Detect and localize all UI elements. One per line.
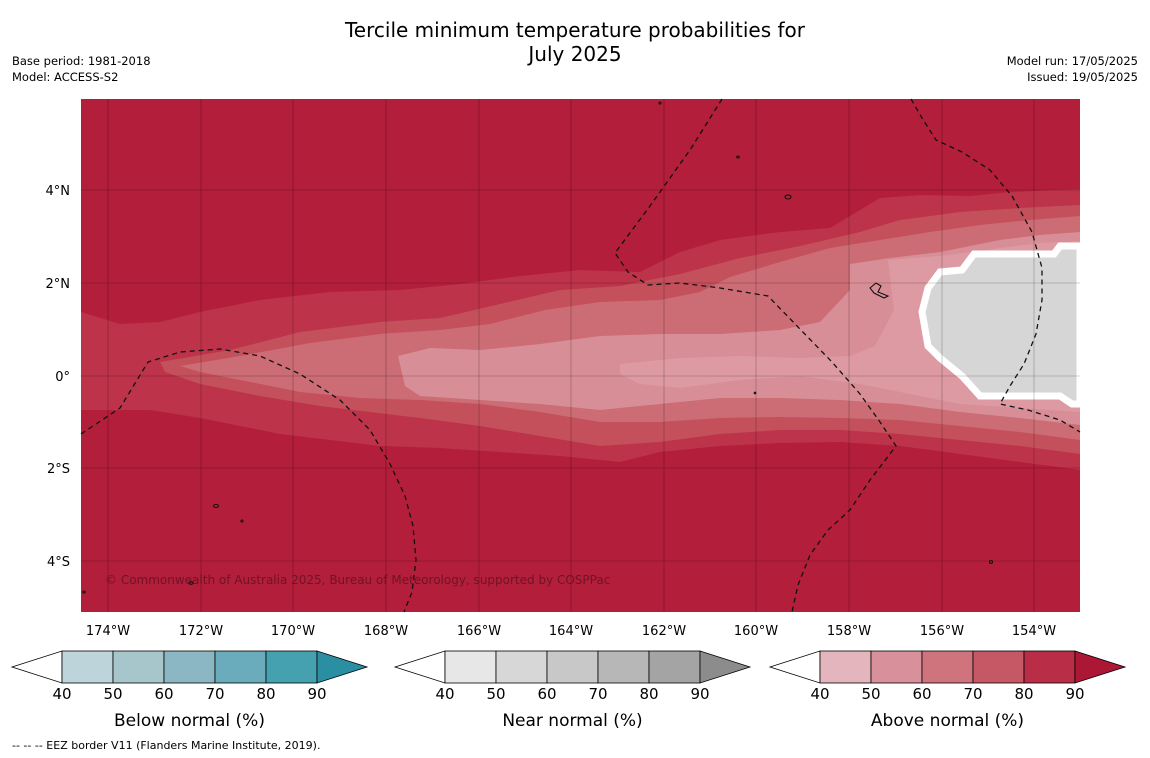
colorbar-extend-high <box>316 650 369 684</box>
eez-border-centre <box>614 98 897 613</box>
island-a <box>784 194 792 200</box>
latitude-label: 4°S <box>47 555 70 570</box>
longitude-labels: 174°W 172°W 170°W 168°W 166°W 164°W 162°W 160°W… <box>86 624 1056 639</box>
meta-left: Base period: 1981-2018 Model: ACCESS-S2 <box>12 53 151 85</box>
latitude-label: 0° <box>55 370 70 385</box>
colorbar-extend-high <box>1074 650 1127 684</box>
eez-border-right <box>910 98 1081 433</box>
island-f <box>188 581 194 585</box>
colorbar-tick-label: 90 <box>1065 685 1084 703</box>
colorbar-segment <box>648 650 701 684</box>
colorbar-2: 40 50 60 70 80 90 Near normal (%) <box>393 650 752 731</box>
colorbar-segment <box>870 650 923 684</box>
longitude-label: 172°W <box>179 624 223 639</box>
colorbar-tick-label: 50 <box>103 685 122 703</box>
colorbar-tick-label: 60 <box>912 685 931 703</box>
colorbar-1: 40 50 60 70 80 90 Below normal (%) <box>10 650 369 731</box>
title-line-2: July 2025 <box>528 42 622 66</box>
copyright-text: © Commonwealth of Australia 2025, Bureau… <box>105 573 610 587</box>
eez-borders <box>80 98 1081 613</box>
colorbar-extend-low <box>10 650 63 684</box>
colorbar-title: Below normal (%) <box>114 711 265 731</box>
island-kiritimati <box>869 282 890 299</box>
colorbar-segment <box>1023 650 1076 684</box>
colorbar-tick-label: 80 <box>1014 685 1033 703</box>
graticule <box>81 99 1080 612</box>
colorbar-segment <box>112 650 165 684</box>
near-normal-region <box>918 242 1080 408</box>
colorbar-tick-label: 70 <box>205 685 224 703</box>
eez-border-left <box>80 348 417 613</box>
base-period-text: Base period: 1981-2018 <box>12 54 151 68</box>
colorbar-tick-label: 50 <box>486 685 505 703</box>
island-g <box>988 559 994 565</box>
colorbar-segment <box>597 650 650 684</box>
colorbar-segment <box>495 650 548 684</box>
colorbar-title: Near normal (%) <box>502 711 642 731</box>
colorbar-extend-low <box>393 650 446 684</box>
title-line-1: Tercile minimum temperature probabilitie… <box>344 18 806 42</box>
colorbar-3: 40 50 60 70 80 90 Above normal (%) <box>768 650 1127 731</box>
colorbar-segment <box>444 650 497 684</box>
colorbar-tick-label: 70 <box>588 685 607 703</box>
island-i <box>82 590 86 594</box>
longitude-label: 162°W <box>642 624 686 639</box>
colorbar-extend-low <box>768 650 821 684</box>
colorbar-tick-label: 40 <box>810 685 829 703</box>
island-e <box>240 519 244 523</box>
colorbar-title: Above normal (%) <box>871 711 1024 731</box>
island-b <box>736 155 740 159</box>
longitude-label: 156°W <box>920 624 964 639</box>
model-text: Model: ACCESS-S2 <box>12 70 119 84</box>
colorbar-legends: 40 50 60 70 80 90 Below normal (%) 40 50 60 70 80 90… <box>10 650 1127 731</box>
colorbar-tick-label: 50 <box>861 685 880 703</box>
colorbar-tick-label: 90 <box>307 685 326 703</box>
longitude-label: 168°W <box>364 624 408 639</box>
colorbar-segment <box>819 650 872 684</box>
colorbar-tick-label: 70 <box>963 685 982 703</box>
meta-right: Model run: 17/05/2025 Issued: 19/05/2025 <box>1007 53 1138 85</box>
colorbar-segment <box>972 650 1025 684</box>
colorbar-segment <box>265 650 318 684</box>
island-h <box>753 391 757 395</box>
colorbar-segment <box>163 650 216 684</box>
colorbar-segment <box>61 650 114 684</box>
longitude-label: 154°W <box>1012 624 1056 639</box>
latitude-label: 2°S <box>47 462 70 477</box>
longitude-label: 160°W <box>734 624 778 639</box>
longitude-label: 166°W <box>457 624 501 639</box>
issued-text: Issued: 19/05/2025 <box>1027 70 1138 84</box>
longitude-label: 164°W <box>549 624 593 639</box>
model-run-text: Model run: 17/05/2025 <box>1006 54 1138 68</box>
colorbar-extend-high <box>699 650 752 684</box>
islands <box>82 101 994 594</box>
latitude-label: 4°N <box>46 184 71 199</box>
colorbar-tick-label: 40 <box>435 685 454 703</box>
probability-field <box>81 99 1080 612</box>
colorbar-tick-label: 80 <box>639 685 658 703</box>
longitude-label: 170°W <box>271 624 315 639</box>
colorbar-segment <box>921 650 974 684</box>
island-d <box>212 503 220 509</box>
longitude-label: 158°W <box>827 624 871 639</box>
colorbar-tick-label: 60 <box>537 685 556 703</box>
island-c <box>658 101 662 105</box>
eez-footnote: -- -- -- EEZ border V11 (Flanders Marine… <box>12 739 321 752</box>
colorbar-tick-label: 80 <box>256 685 275 703</box>
map-title: Tercile minimum temperature probabilitie… <box>0 18 1150 66</box>
colorbar-tick-label: 60 <box>154 685 173 703</box>
latitude-labels: 4°N 2°N 0° 2°S 4°S <box>46 184 71 570</box>
colorbar-segment <box>214 650 267 684</box>
colorbar-segment <box>546 650 599 684</box>
colorbar-tick-label: 90 <box>690 685 709 703</box>
longitude-label: 174°W <box>86 624 130 639</box>
latitude-label: 2°N <box>46 277 71 292</box>
colorbar-tick-label: 40 <box>52 685 71 703</box>
